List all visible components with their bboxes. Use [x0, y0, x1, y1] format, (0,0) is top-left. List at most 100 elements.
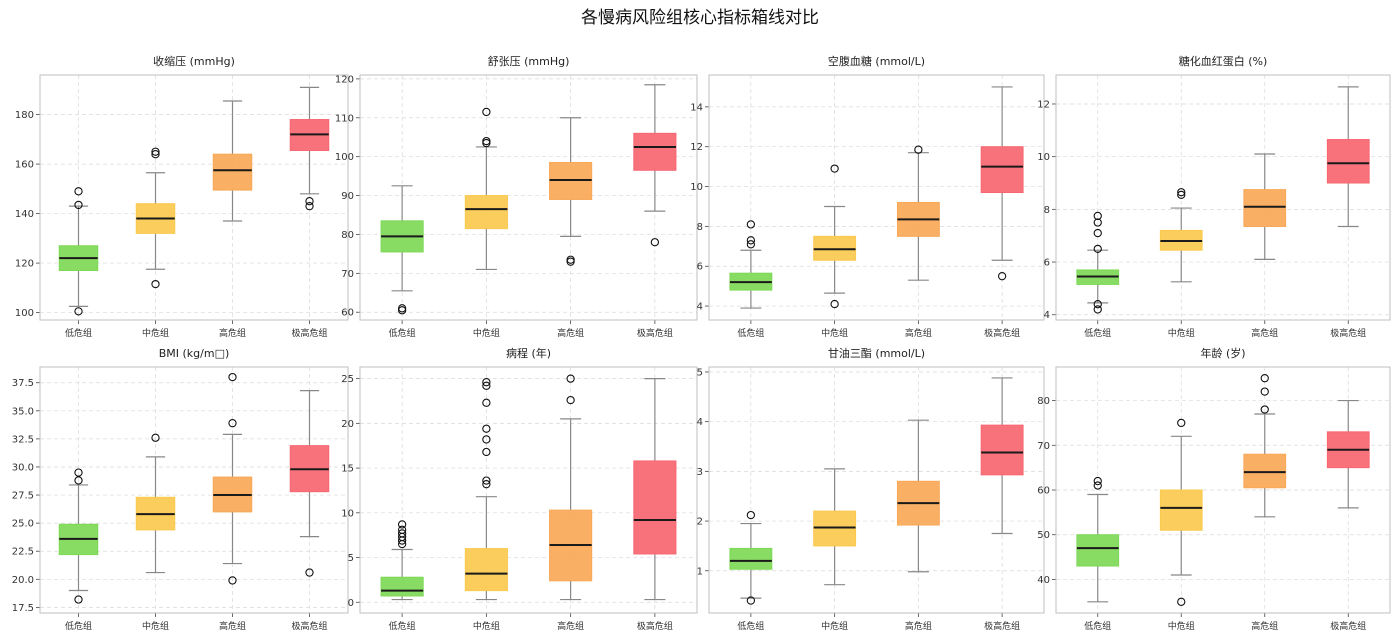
box-高危组 [1243, 153, 1287, 261]
x-tick-label: 中危组 [473, 620, 500, 632]
y-tick-label: 12 [1037, 99, 1050, 110]
box-极高危组 [980, 377, 1024, 535]
chart-panel: 病程 (年) 0 5 10 15 20 25 低危组 中危组 高危组 极高危组 [341, 346, 698, 632]
y-tick-label: 4 [697, 302, 703, 313]
x-tick-label: 高危组 [1251, 327, 1278, 339]
y-tick-label: 60 [341, 308, 354, 319]
outlier-point [1093, 228, 1102, 238]
outlier-point [482, 378, 491, 387]
outlier-point [1260, 387, 1269, 396]
outlier-point [914, 145, 923, 154]
outlier-point [746, 240, 756, 249]
y-tick-label: 120 [15, 259, 34, 270]
box-极高危组 [289, 86, 330, 211]
outlier-point [74, 187, 83, 196]
outlier-point [566, 395, 575, 405]
iqr-box [633, 132, 677, 171]
y-tick-label: 80 [1037, 396, 1050, 407]
y-tick-label: 5 [348, 553, 354, 564]
box-高危组 [212, 100, 253, 222]
y-tick-label: 180 [15, 110, 34, 121]
x-tick-label: 高危组 [557, 620, 584, 632]
y-tick-label: 90 [341, 191, 354, 202]
y-tick-label: 27.5 [12, 491, 34, 502]
box-高危组 [896, 419, 940, 573]
box-中危组 [1159, 188, 1203, 283]
panel-title: 空腹血糖 (mmol/L) [828, 54, 925, 68]
plot-frame [708, 74, 1045, 321]
outlier-point [397, 539, 407, 549]
outlier-point [74, 595, 83, 604]
y-tick-label: 37.5 [12, 378, 34, 389]
plot-frame [1055, 74, 1391, 321]
iqr-box [380, 576, 424, 597]
outlier-point [74, 200, 83, 210]
box-高危组 [549, 117, 593, 266]
box-高危组 [896, 145, 940, 281]
outlier-point [1260, 405, 1269, 414]
outlier-point [650, 238, 660, 247]
iqr-box [1159, 489, 1203, 531]
y-tick-label: 25.0 [12, 519, 34, 530]
y-tick-label: 8 [697, 222, 703, 233]
y-tick-label: 140 [15, 209, 34, 220]
x-tick-label: 高危组 [557, 327, 584, 339]
outlier-point [151, 147, 160, 156]
y-tick-label: 4 [1044, 310, 1050, 321]
iqr-box [1243, 453, 1287, 489]
outlier-point [482, 424, 491, 433]
outlier-point [1177, 597, 1186, 606]
outlier-point [1093, 476, 1102, 486]
outlier-point [482, 138, 491, 148]
outlier-point [1093, 481, 1102, 490]
x-tick-label: 中危组 [821, 327, 848, 339]
outlier-point [482, 381, 491, 390]
panel-title: 舒张压 (mmHg) [488, 54, 570, 68]
x-tick-label: 极高危组 [984, 620, 1020, 632]
x-tick-label: 低危组 [65, 620, 92, 632]
box-极高危组 [633, 378, 677, 601]
outlier-point [305, 568, 314, 577]
x-tick-label: 极高危组 [637, 327, 673, 339]
x-tick-label: 高危组 [905, 327, 932, 339]
x-tick-label: 中危组 [1168, 327, 1195, 339]
x-tick-label: 中危组 [1168, 620, 1195, 632]
plot-frame [39, 74, 349, 321]
outlier-point [74, 468, 83, 477]
y-tick-label: 20.0 [12, 575, 34, 586]
box-低危组 [1076, 211, 1120, 314]
y-tick-label: 14 [690, 102, 703, 113]
x-tick-label: 低危组 [737, 620, 764, 632]
y-tick-label: 110 [335, 113, 354, 124]
x-tick-label: 中危组 [821, 620, 848, 632]
outlier-point [1093, 300, 1102, 309]
chart-panel: 舒张压 (mmHg) 60 70 80 90 100 110 120 低危组 中危组 高危组 极高危组 [335, 54, 698, 339]
plot-area [709, 367, 1044, 613]
box-中危组 [464, 378, 508, 601]
panel-title: 年龄 (岁) [1200, 346, 1245, 360]
iqr-box [464, 195, 508, 230]
box-极高危组 [1326, 399, 1370, 509]
box-高危组 [549, 374, 593, 601]
x-tick-label: 极高危组 [637, 620, 673, 632]
outlier-point [746, 596, 756, 605]
outlier-point [482, 447, 491, 457]
outlier-point [482, 476, 491, 485]
x-tick-label: 低危组 [389, 327, 416, 339]
y-tick-label: 10 [341, 508, 354, 519]
outlier-point [305, 202, 314, 211]
y-tick-label: 70 [341, 269, 354, 280]
box-中危组 [813, 164, 857, 309]
y-tick-label: 0 [348, 598, 354, 609]
iqr-box [1243, 189, 1287, 227]
chart-panel: 甘油三酯 (mmol/L) 1 2 3 4 5 低危组 中危组 高危组 极高危组 [697, 346, 1045, 632]
outlier-point [566, 257, 575, 266]
box-低危组 [729, 220, 773, 309]
y-tick-label: 6 [1044, 258, 1050, 269]
x-tick-label: 极高危组 [291, 620, 327, 632]
figure-title: 各慢病风险组核心指标箱线对比 [581, 7, 819, 28]
outlier-point [228, 419, 237, 428]
outlier-point [482, 480, 491, 489]
iqr-box [1076, 534, 1120, 567]
